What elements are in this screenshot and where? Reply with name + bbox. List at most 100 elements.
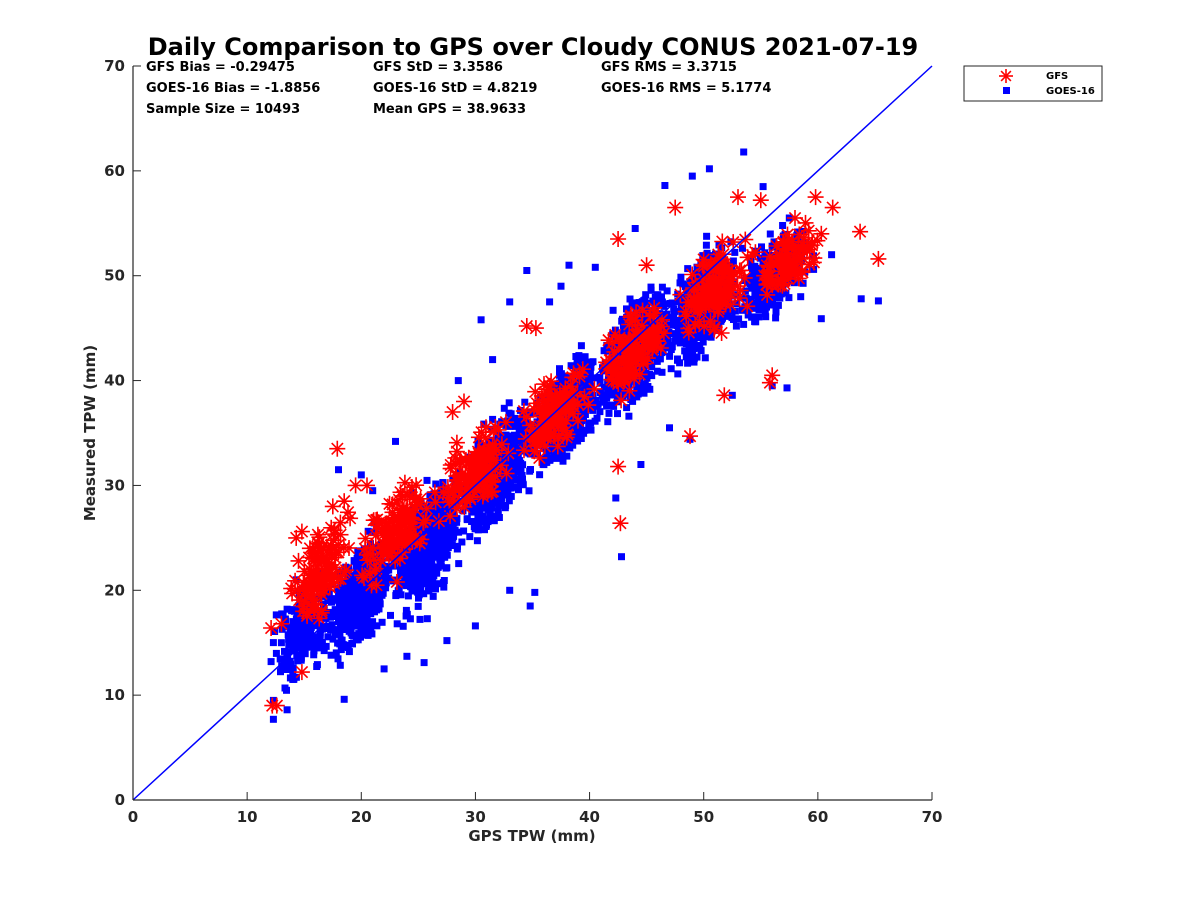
goes-16-point bbox=[740, 148, 748, 156]
gfs-point bbox=[610, 231, 627, 247]
goes-16-point bbox=[519, 481, 527, 489]
goes-16-point bbox=[282, 623, 290, 630]
gfs-point bbox=[527, 383, 544, 400]
goes-16-point bbox=[526, 450, 534, 458]
goes-16-point bbox=[416, 615, 424, 623]
goes-16-point bbox=[343, 625, 350, 633]
goes-16-point bbox=[497, 471, 505, 479]
goes-16-point bbox=[658, 349, 666, 357]
gfs-point bbox=[336, 493, 353, 510]
gfs-point bbox=[718, 281, 735, 298]
goes-16-point bbox=[347, 623, 355, 631]
goes-16-point bbox=[690, 358, 698, 366]
goes-16-point bbox=[290, 607, 298, 615]
gfs-point bbox=[535, 404, 552, 421]
gfs-point bbox=[527, 320, 544, 337]
y-tick-label: 0 bbox=[115, 791, 125, 809]
goes-16-point bbox=[289, 618, 297, 626]
goes-16-point bbox=[350, 557, 358, 565]
goes-16-point bbox=[573, 394, 581, 402]
goes-16-point bbox=[495, 482, 503, 490]
goes-16-point bbox=[369, 574, 377, 582]
goes-16-point bbox=[438, 509, 446, 517]
goes-16-point bbox=[289, 675, 297, 683]
goes-16-point bbox=[444, 539, 452, 547]
goes-16-point bbox=[426, 577, 434, 585]
goes-16-point bbox=[378, 618, 386, 626]
goes-16-point bbox=[740, 320, 748, 328]
goes-16-point bbox=[403, 582, 411, 590]
goes-16-point bbox=[476, 508, 484, 516]
gfs-point bbox=[852, 223, 869, 240]
goes-16-point bbox=[751, 283, 759, 291]
goes-16-point bbox=[305, 625, 312, 633]
goes-16-point bbox=[690, 345, 698, 352]
goes-16-point bbox=[342, 584, 350, 592]
goes-16-point bbox=[419, 507, 427, 515]
goes-16-point bbox=[507, 417, 514, 425]
goes-16-point bbox=[667, 346, 675, 353]
goes-16-point bbox=[677, 273, 685, 281]
goes-16-point bbox=[278, 625, 286, 633]
goes-16-point bbox=[323, 622, 331, 630]
gfs-point bbox=[737, 231, 754, 248]
goes-16-point bbox=[479, 512, 487, 520]
gfs-point bbox=[290, 552, 307, 569]
goes-16-point bbox=[557, 282, 565, 290]
goes-16-point bbox=[742, 306, 750, 313]
goes-16-point bbox=[646, 370, 653, 378]
gfs-point bbox=[614, 369, 631, 386]
goes-16-point bbox=[761, 249, 769, 257]
goes-16-point bbox=[559, 373, 567, 381]
goes-16-point bbox=[681, 347, 689, 355]
goes-16-point bbox=[718, 316, 726, 323]
goes-16-point bbox=[695, 269, 703, 277]
gfs-point bbox=[870, 250, 887, 267]
goes-16-point bbox=[690, 275, 698, 283]
goes-16-point bbox=[330, 626, 338, 634]
goes-16-point bbox=[470, 502, 478, 510]
goes-16-point bbox=[460, 527, 468, 535]
goes-16-point bbox=[356, 583, 364, 591]
y-tick-label: 30 bbox=[104, 476, 125, 494]
gfs-point bbox=[442, 457, 459, 473]
goes-16-point bbox=[783, 384, 791, 392]
gfs-point bbox=[293, 664, 310, 681]
goes-16-point bbox=[512, 434, 520, 442]
goes-16-point bbox=[337, 636, 345, 644]
gfs-point bbox=[730, 189, 746, 206]
goes-16-point bbox=[474, 526, 482, 534]
goes-16-point bbox=[696, 342, 704, 349]
goes-16-point bbox=[638, 298, 646, 306]
goes-16-point bbox=[336, 661, 344, 669]
goes-16-point bbox=[511, 422, 519, 430]
goes-16-point bbox=[439, 579, 447, 587]
gfs-point bbox=[824, 199, 841, 216]
goes-16-point bbox=[431, 512, 439, 520]
goes-16-point bbox=[666, 424, 673, 432]
goes-16-point bbox=[350, 632, 358, 640]
goes-16-point bbox=[413, 587, 421, 595]
gfs-point bbox=[761, 374, 778, 391]
goes-16-point bbox=[348, 640, 356, 647]
goes-16-point bbox=[269, 639, 277, 647]
goes-16-point bbox=[686, 349, 693, 357]
goes-16-point bbox=[526, 602, 534, 610]
goes-16-point bbox=[777, 290, 785, 298]
gfs-point bbox=[667, 199, 684, 216]
goes-16-point bbox=[378, 573, 386, 581]
plot-area bbox=[132, 65, 933, 801]
goes-16-point bbox=[725, 307, 733, 315]
goes-16-point bbox=[745, 297, 753, 305]
goes-16-point bbox=[489, 356, 497, 364]
gfs-point bbox=[273, 615, 290, 632]
goes-16-point bbox=[608, 387, 616, 395]
gfs-point bbox=[394, 502, 411, 519]
goes-16-point bbox=[336, 612, 344, 620]
goes-16-point bbox=[707, 333, 715, 341]
gfs-point bbox=[644, 342, 661, 358]
gfs-point bbox=[805, 254, 822, 271]
goes-16-point bbox=[632, 378, 640, 386]
goes-16-point bbox=[329, 635, 337, 643]
